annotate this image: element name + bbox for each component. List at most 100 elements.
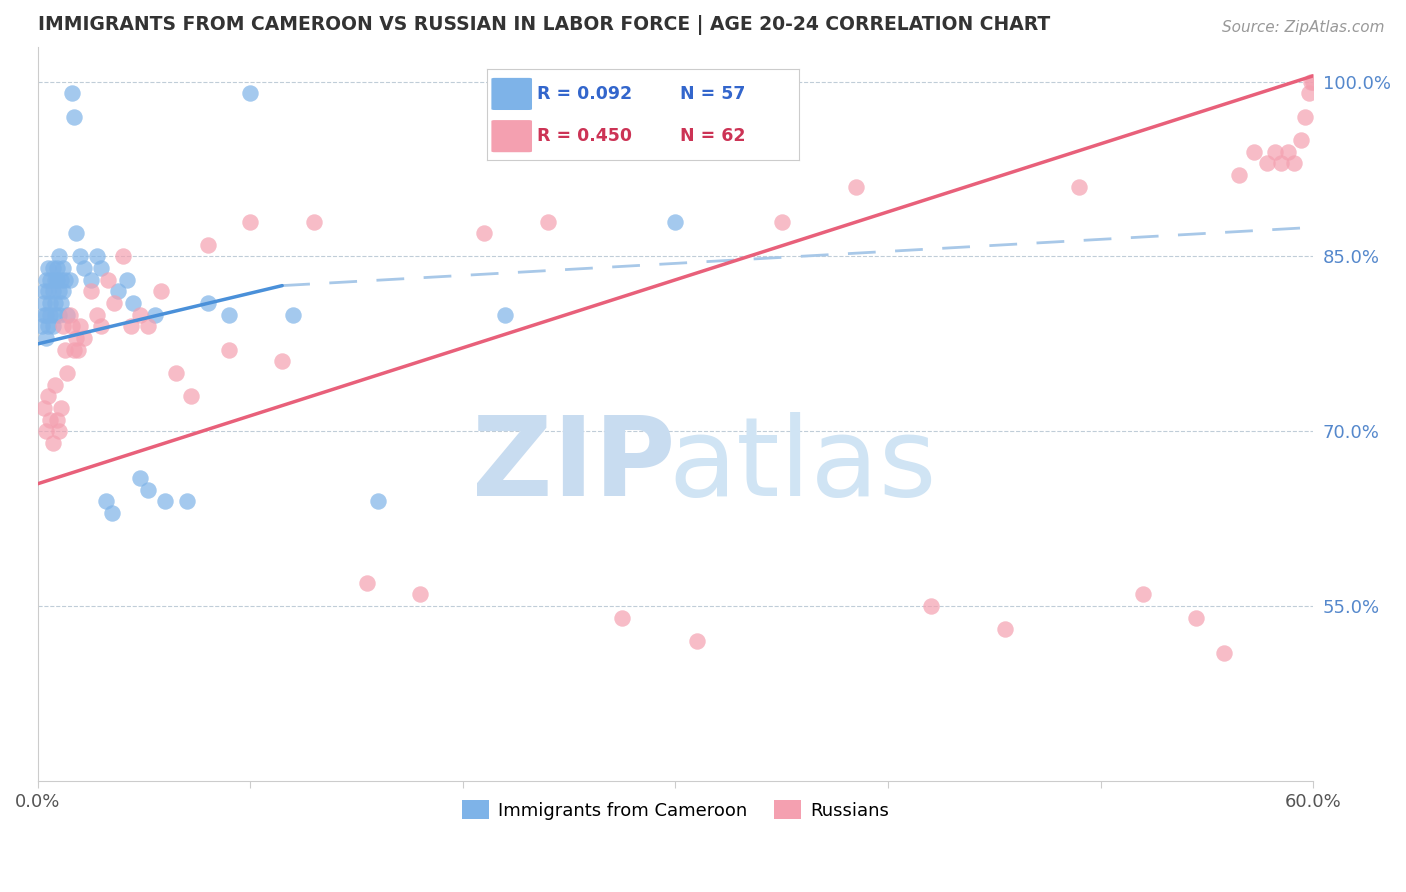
Point bbox=[41, 261, 63, 276]
Point bbox=[271, 354, 294, 368]
Point bbox=[90, 319, 112, 334]
Point bbox=[101, 506, 124, 520]
Point bbox=[155, 494, 177, 508]
Point bbox=[103, 296, 125, 310]
Point bbox=[128, 308, 150, 322]
Point bbox=[53, 273, 76, 287]
Point bbox=[197, 237, 219, 252]
Point bbox=[1264, 145, 1286, 159]
Point bbox=[180, 389, 202, 403]
Point bbox=[97, 273, 120, 287]
Point bbox=[32, 296, 55, 310]
Point bbox=[143, 308, 166, 322]
Point bbox=[56, 366, 79, 380]
Point bbox=[537, 214, 560, 228]
Point bbox=[367, 494, 389, 508]
Point bbox=[58, 308, 80, 322]
Point bbox=[128, 471, 150, 485]
Point bbox=[1227, 168, 1250, 182]
Point bbox=[1243, 145, 1265, 159]
Point bbox=[165, 366, 187, 380]
Point bbox=[52, 285, 75, 299]
Point bbox=[1213, 646, 1236, 660]
Point bbox=[49, 273, 72, 287]
Point bbox=[1294, 110, 1316, 124]
Point bbox=[1277, 145, 1299, 159]
Point bbox=[994, 623, 1017, 637]
Point bbox=[1185, 611, 1208, 625]
Point bbox=[44, 296, 66, 310]
Point bbox=[32, 285, 55, 299]
Point bbox=[58, 273, 80, 287]
Point bbox=[136, 319, 159, 334]
Point bbox=[45, 412, 67, 426]
Point bbox=[218, 343, 240, 357]
Point bbox=[32, 308, 55, 322]
Point bbox=[69, 250, 91, 264]
Point bbox=[48, 308, 70, 322]
Point bbox=[49, 296, 72, 310]
Point bbox=[1289, 133, 1312, 147]
Point bbox=[60, 87, 83, 101]
Point bbox=[302, 214, 325, 228]
Point bbox=[920, 599, 942, 614]
Point bbox=[44, 273, 66, 287]
Point bbox=[37, 285, 59, 299]
Point bbox=[136, 483, 159, 497]
Point bbox=[53, 343, 76, 357]
Point bbox=[664, 214, 686, 228]
Point bbox=[176, 494, 198, 508]
Point bbox=[45, 261, 67, 276]
Point bbox=[612, 611, 634, 625]
Point bbox=[35, 273, 58, 287]
Point bbox=[122, 296, 145, 310]
Point bbox=[86, 308, 108, 322]
Point bbox=[1270, 156, 1292, 170]
Point bbox=[37, 319, 59, 334]
Point bbox=[35, 331, 58, 345]
Point bbox=[845, 179, 868, 194]
Point bbox=[80, 285, 103, 299]
Point bbox=[37, 389, 59, 403]
Point bbox=[73, 261, 96, 276]
Point bbox=[48, 285, 70, 299]
Point bbox=[73, 331, 96, 345]
Point bbox=[120, 319, 142, 334]
Point bbox=[35, 308, 58, 322]
Point bbox=[239, 214, 262, 228]
Point bbox=[115, 273, 138, 287]
Point bbox=[39, 296, 62, 310]
Point bbox=[48, 250, 70, 264]
Point bbox=[69, 319, 91, 334]
Point bbox=[60, 319, 83, 334]
Point bbox=[494, 308, 516, 322]
Point bbox=[218, 308, 240, 322]
Point bbox=[32, 401, 55, 415]
Point bbox=[356, 575, 378, 590]
Legend: Immigrants from Cameroon, Russians: Immigrants from Cameroon, Russians bbox=[454, 793, 897, 827]
Point bbox=[67, 343, 90, 357]
Point bbox=[63, 110, 86, 124]
Point bbox=[52, 261, 75, 276]
Point bbox=[472, 226, 495, 240]
Point bbox=[35, 425, 58, 439]
Point bbox=[48, 425, 70, 439]
Point bbox=[579, 87, 602, 101]
Point bbox=[45, 273, 67, 287]
Point bbox=[44, 377, 66, 392]
Point bbox=[770, 214, 793, 228]
Point bbox=[63, 343, 86, 357]
Point bbox=[1282, 156, 1305, 170]
Point bbox=[39, 308, 62, 322]
Point bbox=[39, 412, 62, 426]
Point bbox=[150, 285, 173, 299]
Point bbox=[1069, 179, 1091, 194]
Text: IMMIGRANTS FROM CAMEROON VS RUSSIAN IN LABOR FORCE | AGE 20-24 CORRELATION CHART: IMMIGRANTS FROM CAMEROON VS RUSSIAN IN L… bbox=[38, 15, 1050, 35]
Point bbox=[31, 319, 53, 334]
Point bbox=[41, 319, 63, 334]
Text: atlas: atlas bbox=[669, 412, 938, 519]
Point bbox=[39, 273, 62, 287]
Point bbox=[41, 436, 63, 450]
Point bbox=[1256, 156, 1278, 170]
Point bbox=[197, 296, 219, 310]
